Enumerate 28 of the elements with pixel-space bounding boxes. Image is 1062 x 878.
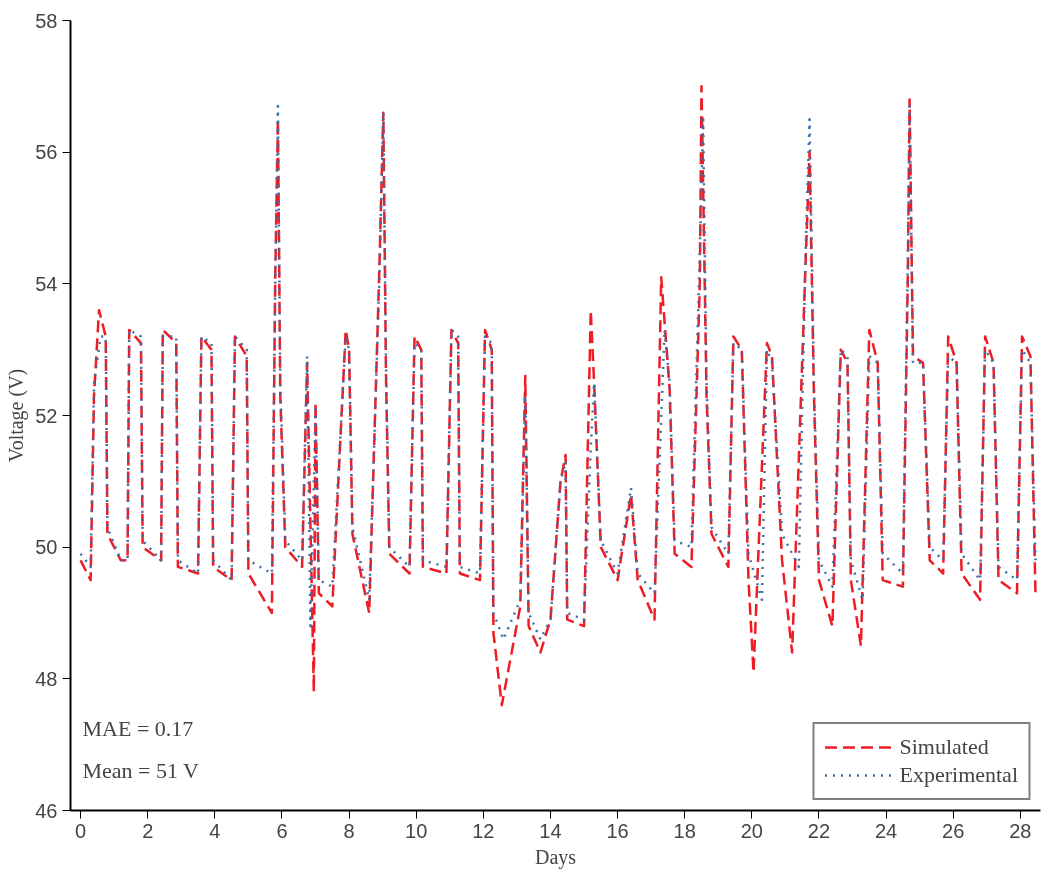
y-tick-label: 54 (35, 272, 58, 295)
x-tick-label: 6 (276, 819, 288, 842)
x-tick-label: 26 (942, 819, 965, 842)
x-tick-label: 24 (874, 819, 898, 842)
legend-label: Simulated (899, 734, 989, 760)
x-tick-label: 8 (343, 819, 355, 842)
annotation: MAE = 0.17 (82, 715, 194, 741)
legend-label: Experimental (899, 762, 1018, 788)
y-tick-label: 58 (35, 9, 58, 32)
x-tick-label: 28 (1009, 819, 1032, 842)
x-tick-label: 2 (142, 819, 154, 842)
x-tick-label: 4 (209, 819, 221, 842)
x-tick-label: 22 (807, 819, 831, 842)
x-axis-title: Days (534, 845, 577, 869)
y-axis-title: Voltage (V) (5, 368, 29, 463)
y-tick-label: 50 (35, 536, 58, 559)
x-tick-label: 12 (472, 819, 495, 842)
x-tick-label: 20 (740, 819, 763, 842)
y-tick-label: 52 (35, 404, 58, 427)
annotation: Mean = 51 V (82, 757, 200, 783)
y-tick-label: 46 (35, 799, 58, 822)
y-tick-label: 56 (35, 141, 58, 164)
x-tick-label: 16 (606, 819, 629, 842)
x-tick-label: 10 (405, 819, 428, 842)
x-tick-label: 14 (539, 819, 562, 842)
x-tick-label: 0 (75, 819, 87, 842)
x-tick-label: 18 (673, 819, 696, 842)
y-tick-label: 48 (35, 667, 58, 690)
